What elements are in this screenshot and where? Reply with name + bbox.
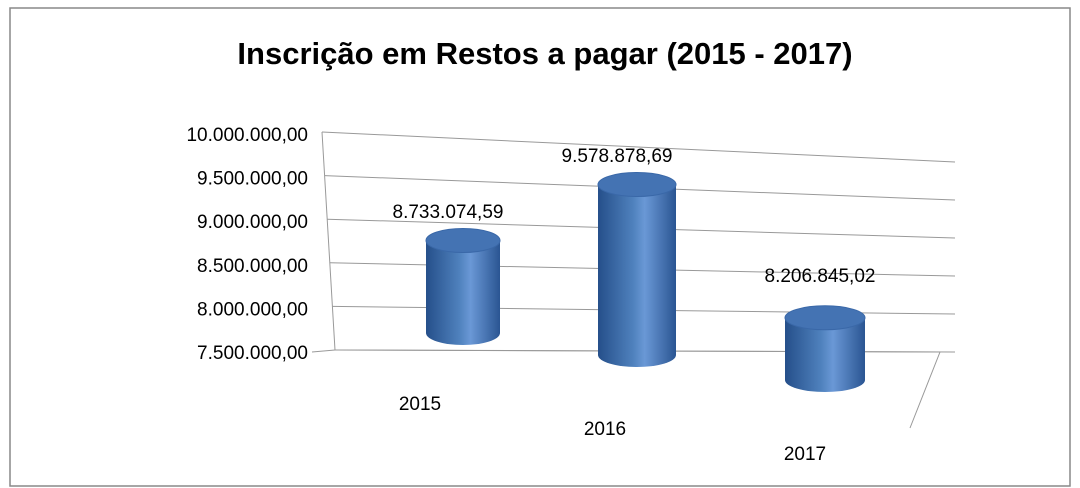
value-label: 9.578.878,69 bbox=[562, 146, 673, 167]
x-tick-label: 2015 bbox=[399, 394, 441, 415]
y-tick-label: 7.500.000,00 bbox=[197, 343, 308, 364]
chart-border bbox=[9, 7, 1071, 487]
bar bbox=[598, 184, 676, 367]
chart-title: Inscrição em Restos a pagar (2015 - 2017… bbox=[237, 36, 852, 71]
axis-edge bbox=[311, 349, 336, 353]
bar-top bbox=[425, 228, 501, 254]
y-tick-label: 9.000.000,00 bbox=[197, 212, 308, 233]
bar bbox=[426, 240, 500, 345]
bar bbox=[785, 317, 865, 392]
x-tick-label: 2016 bbox=[584, 419, 626, 440]
y-tick-label: 9.500.000,00 bbox=[197, 169, 308, 190]
bar-top bbox=[597, 172, 677, 198]
value-label: 8.206.845,02 bbox=[765, 266, 876, 287]
bar-top bbox=[784, 305, 866, 331]
grid-line bbox=[321, 131, 956, 163]
y-tick-label: 8.500.000,00 bbox=[197, 256, 308, 277]
x-tick-label: 2017 bbox=[784, 444, 826, 465]
y-tick-label: 8.000.000,00 bbox=[197, 299, 308, 320]
y-tick-label: 10.000.000,00 bbox=[186, 125, 308, 146]
value-label: 8.733.074,59 bbox=[393, 202, 504, 223]
